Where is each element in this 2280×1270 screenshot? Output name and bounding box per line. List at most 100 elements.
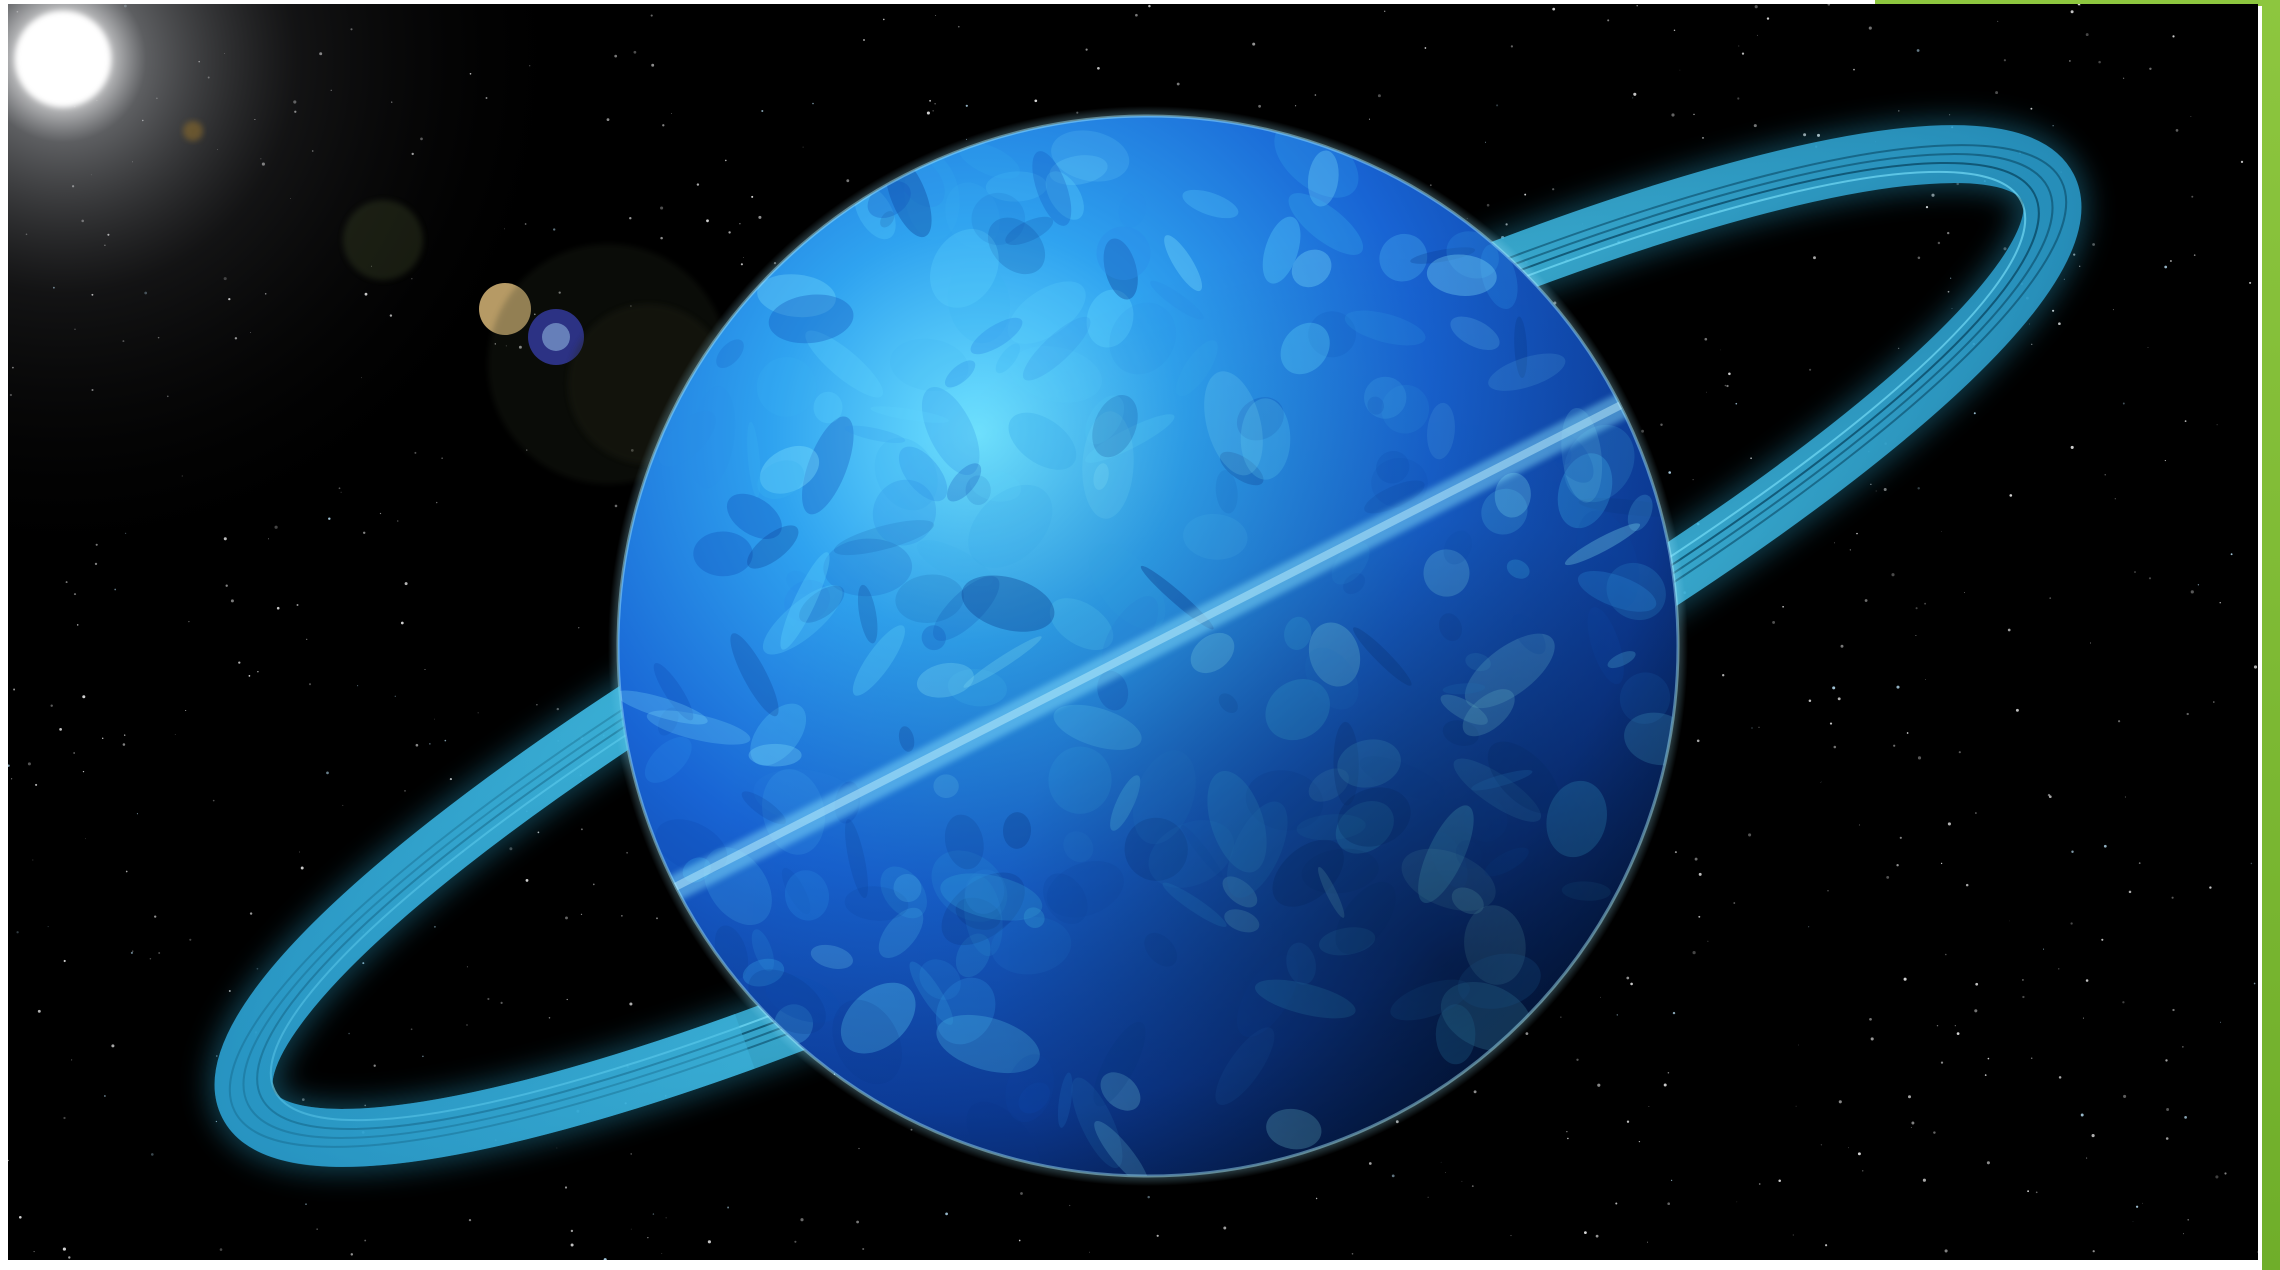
star bbox=[1510, 1235, 1512, 1237]
star bbox=[1663, 1083, 1667, 1087]
star bbox=[2142, 1202, 2143, 1204]
star bbox=[934, 103, 936, 105]
star bbox=[1736, 1201, 1738, 1203]
star bbox=[1868, 26, 1872, 30]
star bbox=[1893, 744, 1896, 747]
accent-side-bar bbox=[2262, 0, 2280, 1270]
star bbox=[212, 799, 215, 802]
star bbox=[1838, 1100, 1842, 1104]
star bbox=[1853, 68, 1855, 71]
star bbox=[1698, 872, 1702, 876]
star bbox=[2035, 1191, 2038, 1194]
star bbox=[27, 762, 31, 766]
star bbox=[945, 1212, 948, 1216]
star bbox=[1792, 1234, 1794, 1236]
star bbox=[2082, 1017, 2084, 1019]
star bbox=[1937, 241, 1941, 245]
star bbox=[256, 967, 259, 970]
star bbox=[1510, 45, 1514, 48]
star bbox=[1726, 384, 1729, 388]
star bbox=[1069, 1204, 1071, 1207]
star bbox=[2250, 862, 2253, 865]
star bbox=[1782, 606, 1784, 608]
star bbox=[1917, 756, 1922, 760]
star bbox=[1633, 92, 1637, 96]
star bbox=[1486, 203, 1490, 207]
star bbox=[1696, 739, 1700, 743]
star bbox=[1758, 726, 1760, 728]
star bbox=[1798, 1044, 1799, 1046]
star bbox=[1607, 19, 1610, 22]
star bbox=[1803, 133, 1807, 137]
star bbox=[1965, 883, 1969, 887]
star bbox=[564, 1186, 568, 1189]
star bbox=[536, 704, 538, 706]
star bbox=[2085, 979, 2089, 982]
star bbox=[2186, 712, 2189, 716]
star bbox=[2132, 1221, 2134, 1222]
star bbox=[1595, 1234, 1599, 1238]
star bbox=[2117, 720, 2121, 723]
star bbox=[656, 917, 658, 920]
star bbox=[1870, 483, 1872, 485]
star bbox=[2148, 577, 2152, 580]
star bbox=[1176, 82, 1180, 86]
star bbox=[477, 712, 479, 714]
star bbox=[1947, 822, 1951, 826]
star bbox=[1391, 1174, 1395, 1178]
star bbox=[2090, 642, 2091, 644]
star bbox=[47, 926, 49, 928]
star bbox=[111, 1044, 115, 1048]
star bbox=[1864, 599, 1868, 602]
star bbox=[1485, 141, 1487, 143]
star bbox=[1924, 602, 1927, 605]
star bbox=[1795, 1105, 1797, 1107]
star bbox=[2030, 107, 2033, 110]
star bbox=[1440, 1161, 1442, 1163]
star bbox=[2230, 553, 2233, 556]
star bbox=[1857, 1152, 1861, 1156]
star bbox=[2172, 1008, 2175, 1012]
star bbox=[2070, 10, 2074, 14]
star bbox=[1648, 1106, 1650, 1107]
star bbox=[1722, 674, 1725, 677]
star bbox=[124, 734, 126, 736]
star bbox=[630, 1153, 632, 1155]
star bbox=[1085, 48, 1088, 51]
star bbox=[2058, 1076, 2062, 1079]
star bbox=[603, 1258, 607, 1260]
star bbox=[434, 718, 436, 720]
star bbox=[1660, 423, 1663, 427]
star bbox=[1883, 488, 1887, 491]
star bbox=[429, 743, 431, 745]
star bbox=[957, 25, 960, 28]
star bbox=[326, 771, 329, 775]
star bbox=[630, 1228, 632, 1230]
star bbox=[468, 1218, 472, 1222]
star bbox=[1552, 7, 1556, 11]
star bbox=[316, 1228, 318, 1230]
star bbox=[185, 709, 187, 712]
star bbox=[1673, 29, 1676, 32]
star bbox=[1315, 1197, 1318, 1200]
star bbox=[1825, 1244, 1828, 1247]
star bbox=[1903, 977, 1907, 981]
star bbox=[1632, 97, 1634, 99]
star bbox=[2069, 60, 2071, 62]
star bbox=[2031, 343, 2033, 345]
star bbox=[1156, 1234, 1159, 1237]
star bbox=[1728, 372, 1731, 376]
star bbox=[1135, 13, 1138, 17]
star bbox=[1808, 699, 1812, 702]
star bbox=[2003, 59, 2006, 62]
star bbox=[1567, 1137, 1569, 1140]
star bbox=[1314, 94, 1317, 96]
star bbox=[2216, 424, 2218, 426]
star bbox=[1576, 1058, 1579, 1061]
star bbox=[2122, 77, 2125, 79]
star bbox=[2219, 602, 2221, 604]
star bbox=[249, 912, 253, 915]
star bbox=[1674, 851, 1677, 854]
sun bbox=[15, 11, 111, 107]
